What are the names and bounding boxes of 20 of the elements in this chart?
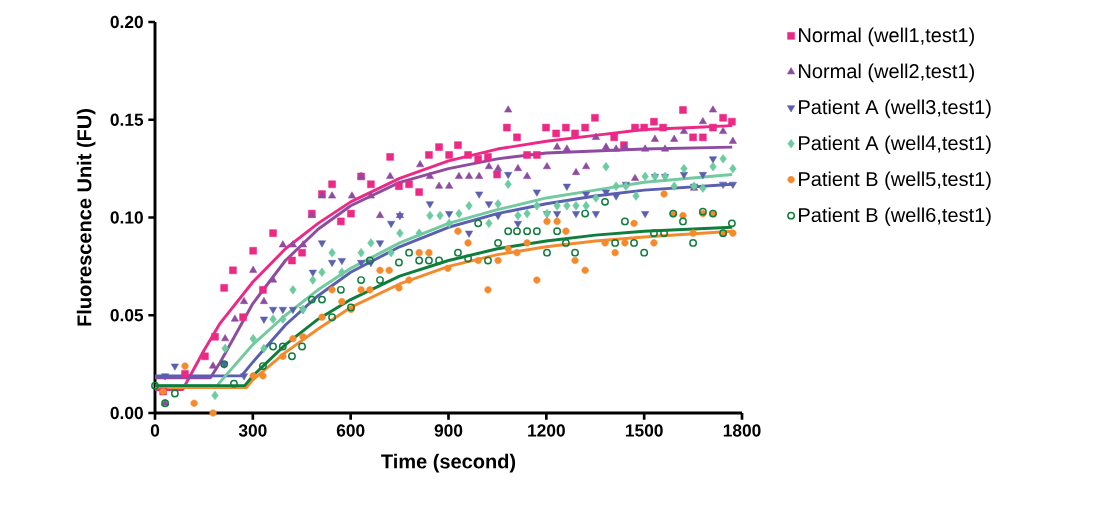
x-tick-label: 1500 [625,424,663,437]
y-tick-label: 0.05 [110,309,144,322]
x-tick-label: 1800 [723,424,761,437]
legend-label: Patient A (well3,test1) [799,99,991,119]
x-tick-label: 900 [434,424,463,437]
x-axis-title: Time (second) [381,453,516,473]
legend-label: Patient B (well5,test1) [799,171,991,191]
y-tick-label: 0.10 [110,211,143,224]
y-axis-title: Fluorescence Unit (FU) [76,109,96,326]
y-tick-label: 0.20 [110,15,143,29]
legend-label: Normal (well2,test1) [799,63,974,83]
x-tick-label: 1200 [528,424,565,437]
x-tick-label: 600 [336,424,365,437]
legend-label: Patient B (well6,test1) [799,207,991,227]
x-tick-label: 0 [150,424,160,437]
legend-label: Patient A (well4,test1) [799,135,991,155]
legend-label: Normal (well1,test1) [799,27,974,47]
y-tick-label: 0.00 [110,406,143,420]
x-tick-label: 300 [238,424,267,437]
y-tick-label: 0.15 [110,113,144,126]
